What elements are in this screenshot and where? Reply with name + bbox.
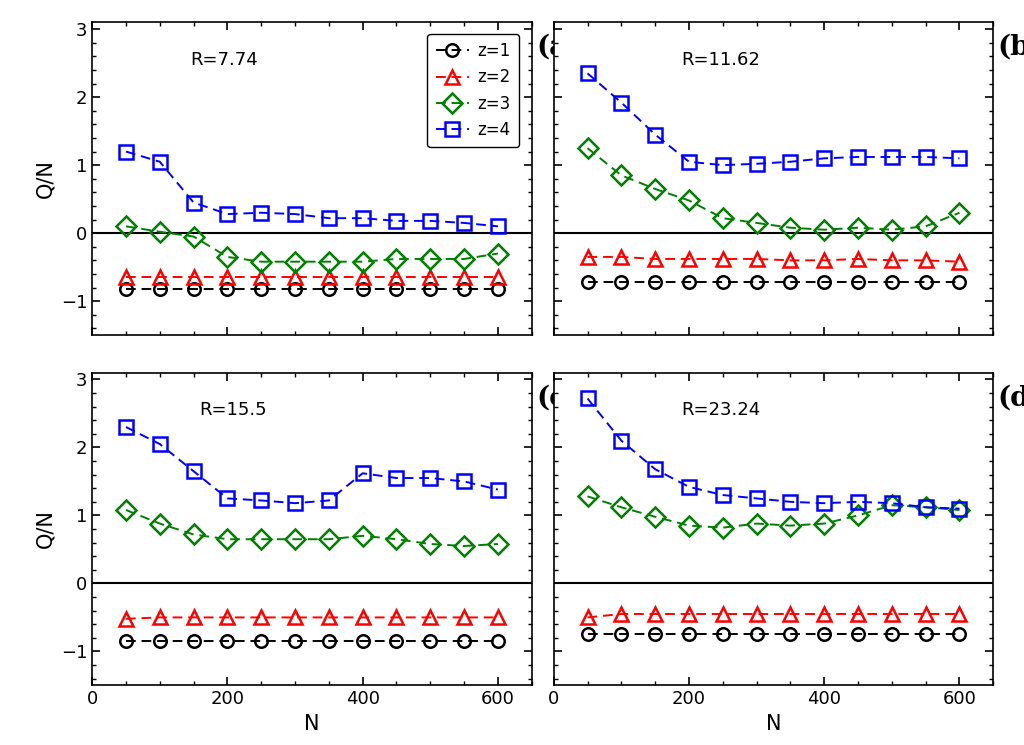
Text: (c): (c) [537, 384, 580, 411]
Text: R=15.5: R=15.5 [199, 401, 266, 419]
Text: (b): (b) [997, 34, 1024, 61]
Text: R=7.74: R=7.74 [190, 51, 258, 69]
Text: (d): (d) [997, 384, 1024, 411]
Y-axis label: Q/N: Q/N [35, 510, 55, 548]
Text: (a): (a) [537, 34, 581, 61]
Y-axis label: Q/N: Q/N [35, 159, 55, 198]
X-axis label: N: N [766, 714, 781, 734]
Text: R=11.62: R=11.62 [681, 51, 760, 69]
X-axis label: N: N [304, 714, 319, 734]
Legend: z=1, z=2, z=3, z=4: z=1, z=2, z=3, z=4 [427, 34, 519, 148]
Text: R=23.24: R=23.24 [681, 401, 761, 419]
